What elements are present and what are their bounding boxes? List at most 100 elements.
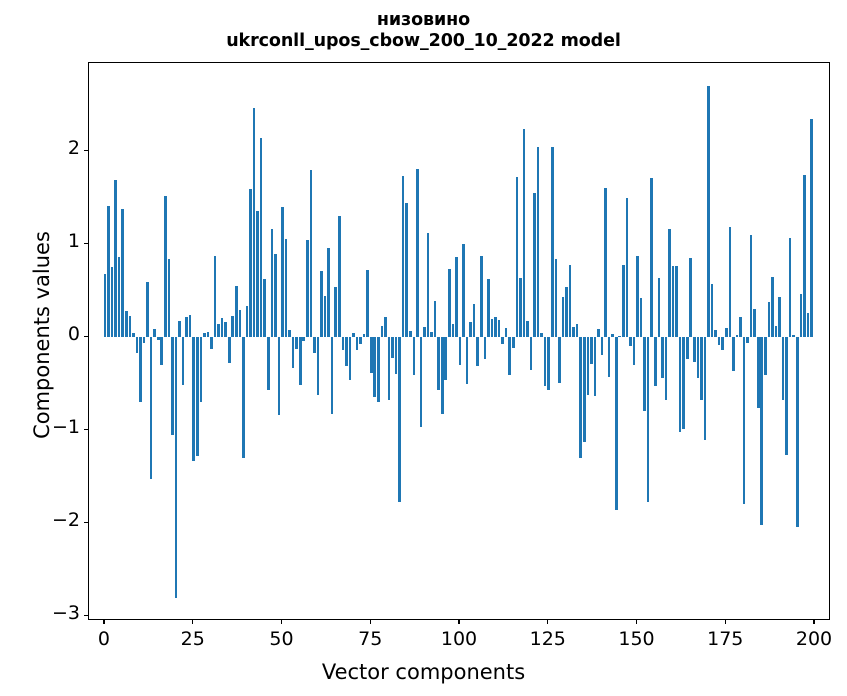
bar (795, 337, 799, 528)
bar (316, 337, 320, 395)
bar (480, 256, 483, 338)
bar (590, 337, 593, 365)
bar (238, 310, 242, 338)
bar (352, 332, 355, 338)
bar (700, 337, 703, 400)
bar (810, 118, 813, 338)
y-tick-mark (84, 149, 88, 151)
bar (511, 337, 515, 348)
bar (636, 255, 639, 338)
bar (128, 315, 132, 338)
chart-title: низовино ukrconll_upos_cbow_200_10_2022 … (0, 10, 847, 51)
bar (206, 331, 210, 338)
x-tick-label: 25 (180, 628, 205, 650)
x-tick-mark (369, 620, 371, 624)
bar (653, 337, 657, 386)
bar (586, 337, 590, 395)
bar (515, 177, 519, 338)
chart-title-line-2: ukrconll_upos_cbow_200_10_2022 model (226, 30, 621, 51)
bar (682, 337, 685, 430)
bar (472, 303, 476, 338)
bar (767, 302, 771, 338)
bar (799, 293, 803, 338)
y-tick-mark (84, 242, 88, 244)
bar (490, 318, 494, 338)
bar (575, 324, 579, 338)
bar (437, 337, 440, 391)
bar (778, 297, 781, 338)
bar (302, 337, 306, 342)
bar (760, 337, 764, 526)
bar (455, 257, 458, 338)
bar (284, 238, 288, 338)
bar (199, 337, 203, 403)
x-tick-label: 175 (707, 628, 744, 650)
bar (323, 296, 327, 338)
y-axis-label: Components values (30, 231, 54, 439)
bar (508, 337, 511, 376)
plot-axes (88, 62, 830, 620)
bar (203, 332, 206, 338)
bar (220, 317, 224, 338)
bar (398, 337, 401, 502)
bar (781, 337, 785, 400)
bar (405, 202, 409, 338)
bar (295, 337, 298, 349)
bar (685, 337, 689, 359)
bar (753, 309, 756, 338)
bar (788, 237, 792, 338)
bar (618, 336, 622, 338)
y-tick-label: −3 (51, 602, 80, 625)
bar (408, 330, 412, 338)
bar (433, 301, 437, 338)
bar (313, 337, 316, 354)
bar (458, 337, 462, 366)
bar (714, 329, 717, 338)
bar (625, 197, 629, 338)
y-tick-mark (84, 521, 88, 523)
y-tick-label: −1 (51, 416, 80, 439)
bar (174, 337, 178, 598)
x-tick-label: 50 (269, 628, 294, 650)
bar (227, 337, 231, 364)
bar (646, 337, 650, 502)
bar (465, 337, 469, 384)
bar (277, 337, 281, 415)
bar (252, 107, 256, 338)
bar (678, 337, 682, 433)
bar (192, 337, 196, 462)
bar (114, 180, 117, 338)
bar (306, 239, 309, 338)
x-tick-mark (635, 620, 638, 624)
bar (181, 337, 185, 385)
bar (572, 327, 575, 338)
bar (771, 276, 774, 338)
bar (103, 274, 107, 338)
bar (334, 287, 338, 338)
bar (135, 337, 139, 354)
bar (164, 195, 167, 338)
bar (369, 337, 373, 373)
bar (444, 337, 448, 381)
bar (693, 337, 696, 362)
bar (671, 265, 675, 338)
y-tick-label: 2 (67, 137, 80, 160)
bar (291, 337, 295, 369)
bar (746, 337, 749, 343)
bar (526, 320, 529, 338)
bar (281, 207, 284, 338)
bar (448, 269, 451, 338)
x-tick-label: 200 (795, 628, 833, 650)
bar (309, 169, 313, 338)
bar (348, 337, 352, 381)
bar (362, 333, 366, 338)
bar (664, 337, 668, 400)
bar (270, 228, 274, 338)
bar (703, 337, 707, 440)
bar (529, 337, 533, 370)
bar (661, 337, 664, 379)
bar (707, 86, 710, 338)
x-tick-label: 125 (529, 628, 566, 650)
bar (341, 337, 345, 351)
bar (551, 146, 554, 338)
